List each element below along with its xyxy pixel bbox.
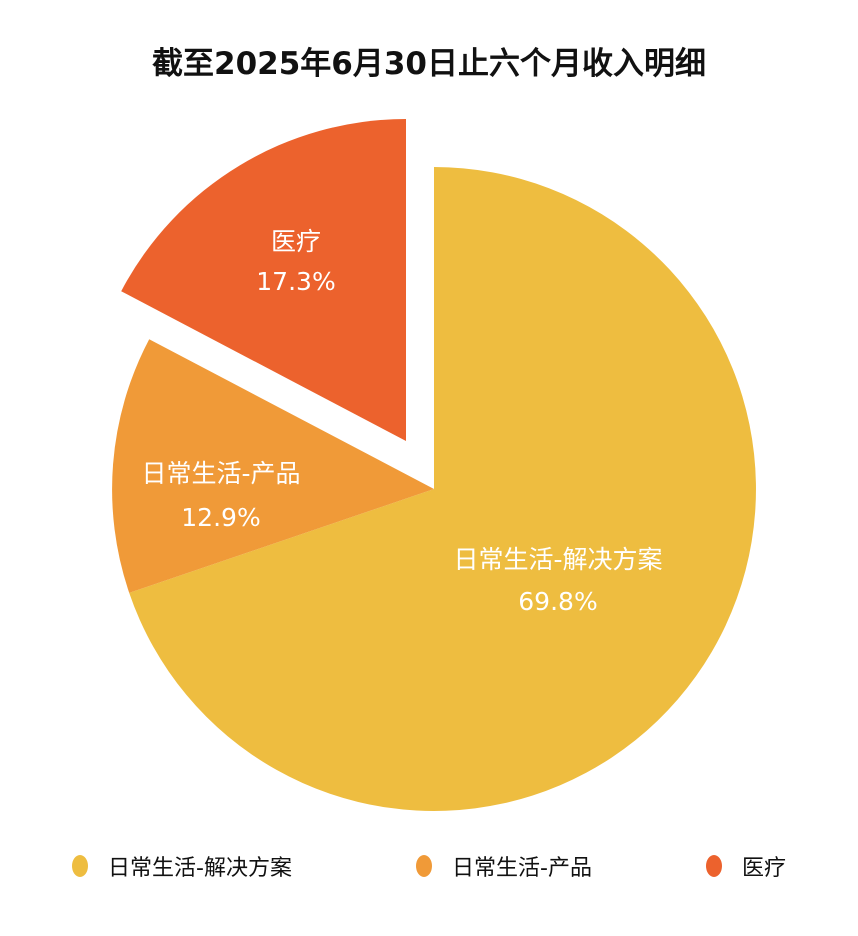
legend: 日常生活-解决方案 日常生活-产品 医疗 (0, 848, 858, 884)
legend-item-medical[interactable]: 医疗 (706, 848, 786, 884)
legend-dot-icon (416, 855, 432, 877)
slice-daily-life-solutions[interactable] (129, 167, 756, 811)
slice-label-daily-life-products-percent: 12.9% (181, 503, 260, 532)
slice-label-medical-percent: 17.3% (256, 267, 335, 296)
legend-dot-icon (706, 855, 722, 877)
slice-label-daily-life-solutions-name: 日常生活-解决方案 (453, 545, 662, 574)
legend-item-daily-life-products[interactable]: 日常生活-产品 (416, 848, 592, 884)
chart-title: 截至2025年6月30日止六个月收入明细 (152, 46, 706, 82)
legend-dot-icon (72, 855, 88, 877)
slice-label-medical-name: 医疗 (271, 227, 321, 256)
legend-item-daily-life-solutions[interactable]: 日常生活-解决方案 (72, 848, 292, 884)
slice-medical[interactable] (121, 119, 406, 441)
legend-label: 日常生活-产品 (452, 856, 592, 881)
slice-daily-life-products[interactable] (112, 339, 434, 593)
slice-label-daily-life-solutions-percent: 69.8% (518, 587, 597, 616)
slice-label-daily-life-products-name: 日常生活-产品 (141, 459, 300, 488)
legend-label: 日常生活-解决方案 (108, 856, 292, 881)
legend-label: 医疗 (742, 856, 787, 881)
